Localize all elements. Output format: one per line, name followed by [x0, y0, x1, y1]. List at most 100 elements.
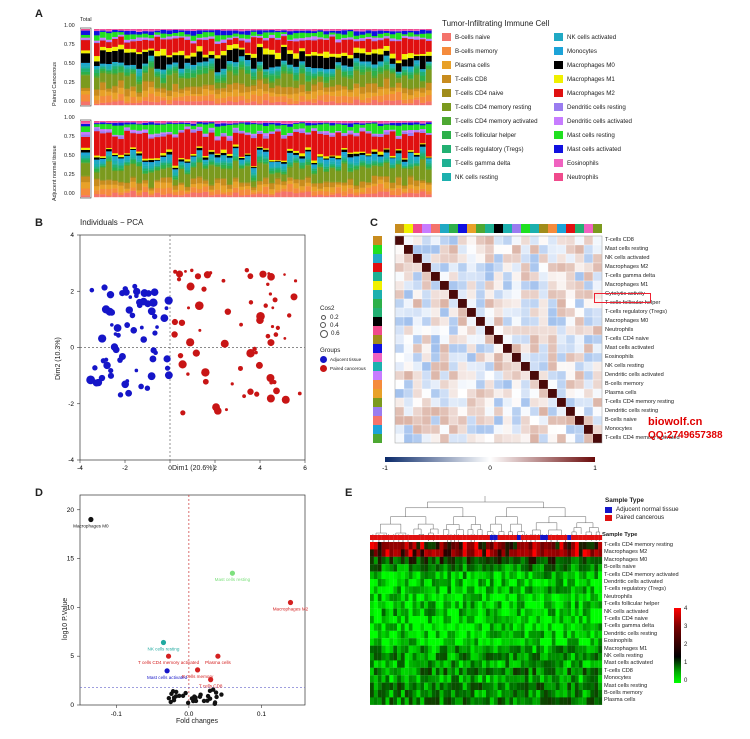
stacked-segment	[190, 122, 197, 124]
stacked-segment	[299, 32, 305, 39]
heatmap-cell	[524, 579, 529, 587]
heatmap-cell	[462, 586, 467, 594]
stacked-segment	[329, 136, 336, 156]
stacked-segment	[154, 165, 161, 167]
stacked-segment	[238, 168, 245, 183]
ytick-label: 0.75	[64, 42, 75, 48]
stacked-segment	[323, 76, 330, 81]
heatmap-cell	[408, 675, 413, 683]
sample-type-cell	[501, 535, 506, 540]
heatmap-cell	[462, 556, 467, 565]
heatmap-cell	[431, 564, 436, 572]
stacked-segment	[275, 121, 281, 124]
heatmap-cell	[404, 571, 409, 580]
heatmap-cell	[470, 549, 475, 557]
heatmap-cell	[404, 586, 409, 594]
stacked-segment	[317, 53, 324, 57]
stacked-segment	[371, 68, 378, 71]
corr-cell	[593, 434, 602, 443]
stacked-segment	[94, 193, 100, 198]
stacked-segment	[124, 191, 130, 193]
stacked-segment	[178, 72, 185, 75]
stacked-segment	[311, 73, 318, 77]
stacked-segment	[287, 148, 293, 151]
heatmap-cell	[509, 630, 514, 639]
stacked-segment	[94, 69, 100, 74]
stacked-segment	[419, 80, 426, 82]
stacked-segment	[377, 38, 384, 41]
corr-cell	[421, 379, 432, 390]
heatmap-cell	[462, 571, 467, 580]
corr-cell	[466, 271, 477, 282]
stacked-segment	[232, 147, 239, 151]
stacked-segment	[172, 123, 179, 125]
heatmap-cell	[563, 638, 568, 646]
stacked-segment	[232, 66, 239, 70]
stacked-segment	[208, 100, 215, 106]
heatmap-cell	[435, 660, 440, 668]
heatmap-cell	[470, 556, 475, 565]
stacked-segment	[250, 36, 257, 38]
stacked-segment	[419, 33, 426, 38]
heatmap-cell	[400, 601, 405, 609]
stacked-segment	[419, 144, 426, 147]
stacked-segment	[335, 170, 342, 182]
stacked-segment	[160, 82, 167, 84]
pca-title: Individuals − PCA	[80, 218, 144, 227]
corr-cell	[394, 244, 405, 255]
stacked-segment	[299, 169, 305, 180]
heatmap-cell	[420, 593, 425, 602]
stacked-segment	[293, 179, 299, 184]
stacked-segment	[383, 131, 390, 135]
stacked-segment	[329, 121, 336, 122]
stacked-segment	[311, 30, 318, 32]
heatmap-cell	[594, 653, 599, 661]
corr-cell	[430, 325, 441, 336]
heatmap-cell	[567, 579, 572, 587]
stacked-segment	[178, 121, 185, 122]
heatmap-cell	[397, 630, 402, 639]
heatmap-cell	[420, 564, 425, 572]
stacked-segment	[124, 182, 130, 184]
heatmap-cell	[447, 623, 452, 631]
stacked-segment	[148, 163, 155, 167]
stacked-segment	[401, 99, 408, 104]
heatmap-cell	[536, 579, 541, 587]
stacked-segment	[208, 60, 215, 64]
heatmap-cell	[412, 697, 417, 705]
heatmap-cell	[451, 586, 456, 594]
stacked-segment	[413, 124, 420, 131]
stacked-segment	[359, 160, 366, 162]
corr-cell	[449, 290, 458, 299]
corr-cell	[448, 406, 459, 417]
heatmap-cell	[428, 675, 432, 683]
stacked-segment	[359, 64, 366, 67]
stacked-segment	[317, 131, 324, 134]
stacked-segment	[425, 65, 432, 69]
stacked-segment	[293, 38, 299, 41]
corr-cell	[538, 397, 549, 408]
heatmap-cell	[516, 660, 521, 668]
stacked-segment	[81, 39, 90, 51]
heatmap-cell	[567, 549, 572, 557]
stacked-segment	[287, 161, 293, 164]
corr-cell	[574, 361, 585, 372]
stacked-segment	[323, 68, 330, 71]
heatmap-cell	[408, 660, 413, 668]
stacked-segment	[305, 91, 311, 94]
stacked-segment	[118, 168, 124, 171]
heatmap-cell	[493, 601, 498, 609]
stacked-segment	[130, 90, 136, 98]
heatmap-cell	[516, 645, 521, 654]
stacked-segment	[130, 176, 136, 178]
stacked-segment	[311, 123, 318, 126]
heatmap-cell	[544, 564, 548, 572]
stacked-segment	[130, 121, 136, 123]
stacked-segment	[226, 29, 233, 30]
heatmap-cell	[551, 586, 556, 594]
cos2-legend: Cos2 0.2 0.4 0.6 Groups Adjucent tissue …	[320, 305, 366, 372]
stacked-segment	[232, 33, 239, 37]
stacked-segment	[160, 100, 167, 106]
heatmap-cell	[439, 556, 444, 565]
stacked-segment	[166, 166, 173, 168]
